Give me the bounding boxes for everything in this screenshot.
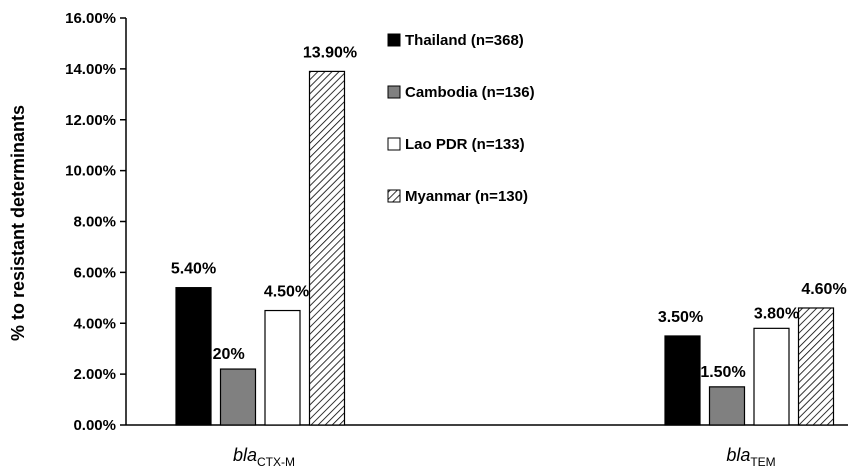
y-tick-label: 2.00%	[73, 366, 116, 383]
legend-label: Lao PDR (n=133)	[405, 136, 525, 153]
data-labels: 5.40% 3.50% 2.20% 1.50% 4.50% 3.80% 13.90% 4.60…	[171, 44, 847, 380]
data-label: 13.90%	[303, 44, 357, 61]
y-axis-ticks: 0.00% 2.00% 4.00% 6.00% 8.00% 10.00% 12.00% 14.…	[65, 10, 126, 434]
bar	[708, 386, 746, 426]
y-tick-label: 16.00%	[65, 10, 116, 27]
y-tick-label: 12.00%	[65, 112, 116, 129]
bar	[175, 287, 212, 426]
data-label: 3.50%	[658, 309, 703, 326]
data-label: 2.20%	[199, 346, 244, 363]
y-tick-label: 14.00%	[65, 61, 116, 78]
x-axis-categories: blaCTX-M blaTEM	[233, 445, 776, 469]
y-tick-label: 8.00%	[73, 214, 116, 231]
bar	[753, 327, 790, 426]
legend-swatch	[387, 33, 401, 47]
data-label: 5.40%	[171, 261, 216, 278]
x-category-label: blaCTX-M	[233, 445, 295, 469]
legend-label: Thailand (n=368)	[405, 32, 524, 49]
data-label: 4.50%	[264, 284, 309, 301]
x-category-label: blaTEM	[726, 445, 775, 469]
y-axis-label: % to resistant determinants	[8, 105, 28, 341]
bar	[797, 307, 835, 426]
legend: Thailand (n=368) Cambodia (n=136) Lao PDR …	[387, 32, 535, 205]
bars	[175, 70, 835, 426]
data-label: 1.50%	[700, 364, 745, 381]
y-tick-label: 6.00%	[73, 264, 116, 281]
data-label: 4.60%	[801, 281, 846, 298]
bar	[308, 70, 346, 426]
legend-swatch	[387, 189, 401, 203]
y-tick-label: 0.00%	[73, 417, 116, 434]
legend-swatch	[387, 137, 401, 151]
legend-label: Cambodia (n=136)	[405, 84, 535, 101]
legend-swatch	[387, 85, 401, 99]
bar	[664, 335, 701, 426]
bar	[264, 309, 301, 426]
data-label: 3.80%	[754, 305, 799, 322]
y-tick-label: 4.00%	[73, 315, 116, 332]
y-tick-label: 10.00%	[65, 163, 116, 180]
bar	[219, 368, 257, 426]
legend-label: Myanmar (n=130)	[405, 188, 528, 205]
